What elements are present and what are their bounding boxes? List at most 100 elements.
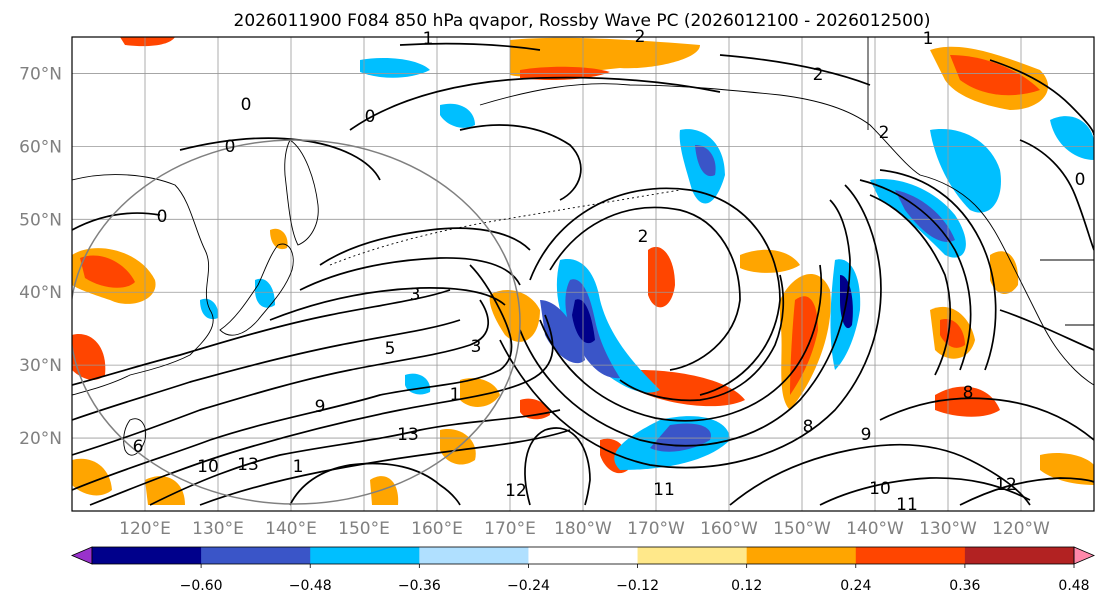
longitude-tick-label: 170°E — [484, 519, 536, 539]
contour-label: 11 — [653, 480, 675, 500]
latitude-tick-label: 40°N — [19, 283, 62, 303]
positive-anomaly-core — [80, 255, 135, 288]
colorbar-segment — [855, 547, 966, 564]
latitude-tick-label: 30°N — [19, 356, 62, 376]
isoline — [619, 274, 785, 402]
map-frame — [71, 36, 1095, 512]
latitude-tick-label: 60°N — [19, 137, 62, 157]
positive-anomaly-patch — [72, 334, 106, 380]
negative-anomaly-patch — [360, 58, 430, 78]
contour-label: 10 — [869, 479, 891, 499]
isoline — [859, 179, 972, 371]
isoline — [72, 264, 513, 491]
contour-label: 0 — [225, 137, 236, 157]
isoline — [72, 319, 461, 421]
latitude-tick-label: 50°N — [19, 210, 62, 230]
isoline — [879, 397, 1094, 441]
negative-anomaly-patch — [1050, 116, 1094, 160]
colorbar-segment — [637, 547, 748, 564]
contour-label: 3 — [410, 285, 421, 305]
japan-coastline — [219, 243, 294, 336]
colorbar-segment — [528, 547, 639, 564]
isoline — [459, 124, 582, 201]
colorbar-segment — [964, 547, 1075, 564]
isoline — [519, 199, 851, 447]
longitude-tick-label: 160°W — [700, 519, 758, 539]
negative-anomaly-center — [572, 299, 595, 344]
isoline — [89, 314, 554, 506]
colorbar-segment — [201, 547, 311, 564]
coastlines — [72, 37, 1094, 456]
contour-label: 2 — [879, 123, 890, 143]
isoline — [989, 59, 1094, 136]
contour-label: 6 — [133, 437, 144, 457]
contour-label: 0 — [241, 95, 252, 115]
graticule — [72, 37, 1094, 511]
longitude-tick-labels: 120°E 130°E 140°E 150°E 160°E 170°E 180°W 170°W… — [119, 519, 1050, 539]
contour-label: 11 — [896, 495, 918, 515]
contour-label: 8 — [803, 417, 814, 437]
north-america-coastline — [974, 204, 1094, 386]
longitude-tick-label: 120°E — [119, 519, 171, 539]
isoline — [1019, 139, 1094, 251]
contour-label: 1 — [423, 29, 434, 49]
colorbar-tick-label: −0.48 — [289, 578, 332, 594]
colorbar-tick-label: −0.36 — [398, 578, 441, 594]
contour-label: 5 — [385, 339, 396, 359]
contour-label: 10 — [197, 457, 219, 477]
latitude-tick-label: 70°N — [19, 64, 62, 84]
contour-label: 2 — [813, 65, 824, 85]
asia-coastline — [72, 174, 214, 396]
positive-anomaly-patch — [120, 37, 175, 47]
negative-anomaly-patch — [440, 103, 475, 128]
longitude-tick-label: 140°W — [846, 519, 904, 539]
longitude-tick-label: 130°E — [192, 519, 244, 539]
positive-anomaly-core — [790, 296, 818, 395]
contour-label: 1 — [450, 385, 461, 405]
isoline — [499, 184, 882, 469]
aleutian-chain — [329, 189, 681, 266]
isoline — [729, 443, 1031, 506]
pc-domain-outline — [72, 139, 521, 505]
positive-anomaly-patch — [1040, 453, 1094, 485]
positive-anomaly-core — [940, 319, 965, 348]
positive-anomaly-patch — [740, 249, 800, 273]
contour-label: 1 — [923, 29, 934, 49]
longitude-tick-label: 140°E — [265, 519, 317, 539]
isoline — [879, 169, 997, 371]
colorbar-segment — [746, 547, 857, 564]
kamchatka-coastline — [284, 139, 319, 246]
colorbar-segment — [310, 547, 420, 564]
isoline — [399, 42, 541, 51]
longitude-tick-label: 130°W — [919, 519, 977, 539]
colorbar-outline — [91, 546, 1075, 565]
longitude-tick-label: 150°E — [338, 519, 390, 539]
alaska-coastline — [479, 83, 976, 206]
chart-title: 2026011900 F084 850 hPa qvapor, Rossby W… — [234, 11, 931, 31]
isoline — [549, 206, 741, 371]
positive-anomaly-patch — [640, 370, 745, 407]
isoline — [299, 257, 521, 291]
colorbar: −0.60 −0.48 −0.36 −0.24 −0.12 0.12 0.24 0.36 0.4… — [70, 546, 1096, 594]
philippines-coastline — [123, 418, 147, 456]
colorbar-tick-label: −0.60 — [180, 578, 223, 594]
contour-label: 1 — [293, 457, 304, 477]
negative-anomaly-patch — [540, 300, 585, 364]
isoline — [719, 54, 871, 86]
positive-anomaly-patch — [935, 386, 1000, 417]
contour-label: 2 — [638, 227, 649, 247]
isoline — [524, 427, 591, 506]
colorbar-tick-label: 0.12 — [731, 578, 762, 594]
isoline — [199, 429, 571, 506]
contour-label: 0 — [157, 207, 168, 227]
contour-label: 12 — [505, 481, 527, 501]
positive-anomaly-patch — [460, 378, 500, 407]
negative-anomaly-patch — [255, 278, 275, 308]
latitude-tick-label: 20°N — [19, 429, 62, 449]
colorbar-tick-label: −0.24 — [507, 578, 550, 594]
isoline — [72, 212, 161, 231]
isoline — [72, 299, 490, 456]
longitude-tick-label: 150°W — [773, 519, 831, 539]
longitude-tick-label: 180°W — [554, 519, 612, 539]
